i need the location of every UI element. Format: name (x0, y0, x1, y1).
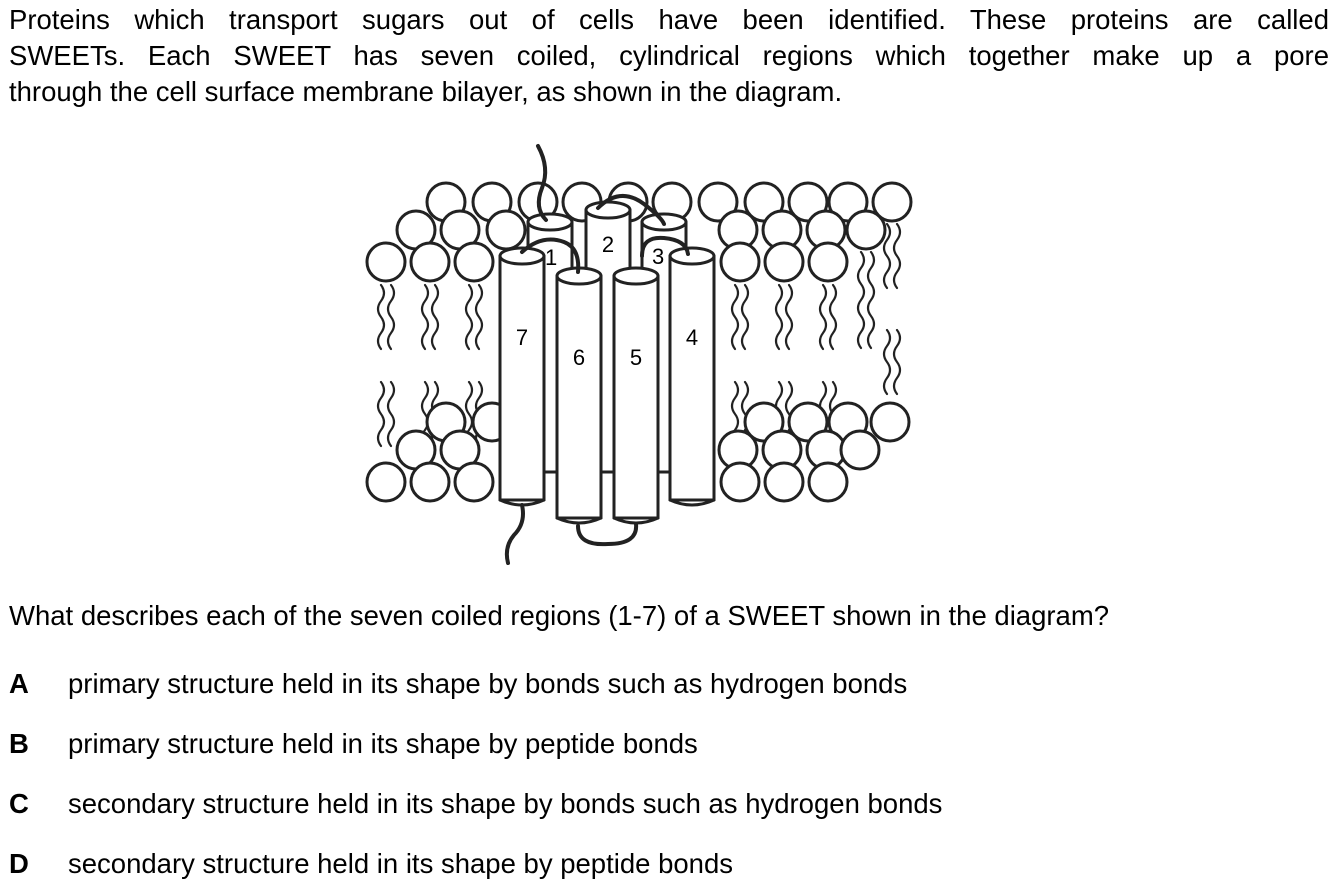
helix-label-5: 5 (630, 345, 642, 370)
option-letter: D (9, 848, 29, 879)
helix-label-6: 6 (573, 345, 585, 370)
helix-4 (668, 246, 716, 507)
helix-label-2: 2 (602, 232, 614, 257)
option-letter: A (9, 668, 29, 699)
option-letter: B (9, 728, 29, 759)
option-b[interactable]: B primary structure held in its shape by… (9, 728, 698, 760)
connecting-loops (504, 144, 690, 565)
question-text: What describes each of the seven coiled … (9, 600, 1110, 631)
helix-label-1: 1 (545, 245, 557, 270)
option-letter: C (9, 788, 29, 819)
option-a[interactable]: A primary structure held in its shape by… (9, 668, 907, 700)
option-text: primary structure held in its shape by b… (68, 668, 908, 699)
helix-7 (498, 246, 546, 507)
intro-line: SWEETs. Each SWEET has seven coiled, cyl… (9, 40, 1329, 71)
helix-label-4: 4 (686, 325, 698, 350)
front-heads-bottom (365, 461, 849, 503)
back-heads-bottom (395, 401, 911, 471)
option-text: secondary structure held in its shape by… (68, 848, 733, 879)
option-d[interactable]: D secondary structure held in its shape … (9, 848, 733, 880)
front-heads-top (365, 241, 849, 283)
intro-line: through the cell surface membrane bilaye… (9, 76, 843, 107)
intro-paragraph: Proteins which transport sugars out of c… (9, 2, 1329, 110)
helix-6 (555, 266, 603, 525)
intro-line: Proteins which transport sugars out of c… (9, 4, 1329, 35)
option-text: primary structure held in its shape by p… (68, 728, 698, 759)
sweet-membrane-diagram: 1 2 3 4 5 6 7 (365, 144, 913, 565)
option-c[interactable]: C secondary structure held in its shape … (9, 788, 942, 820)
option-text: secondary structure held in its shape by… (68, 788, 943, 819)
helix-label-3: 3 (652, 244, 664, 269)
helix-5 (612, 266, 660, 525)
helix-label-7: 7 (516, 325, 528, 350)
